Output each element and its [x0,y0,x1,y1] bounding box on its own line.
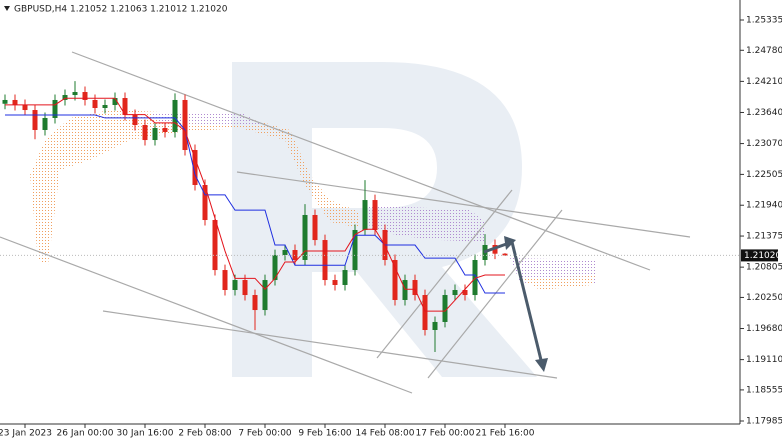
cloud-orange [520,276,595,290]
y-tick-label: 1.18555 [746,385,782,395]
candle-body [302,214,308,260]
trend-line [102,310,558,379]
x-tick-label: 9 Feb 16:00 [298,429,352,439]
candle-body [272,255,278,281]
candle-body [312,214,318,241]
chart-title: GBPUSD,H4 1.21052 1.21063 1.21012 1.2102… [14,5,228,15]
y-tick-label: 1.19680 [746,324,782,334]
candle-body [52,99,58,118]
candle-body [72,92,78,96]
candle-body [392,259,398,300]
candle-body [322,240,328,281]
candle-body [242,280,248,296]
indicator-line [5,97,505,312]
y-tick-label: 1.25335 [746,16,782,26]
candle-body [162,128,168,133]
y-tick-label: 1.20805 [746,263,782,273]
x-tick-label: 21 Feb 16:00 [475,429,534,439]
candle-body [82,92,88,100]
trend-line [71,51,651,271]
y-tick-label: 1.20250 [746,293,782,303]
candle-body [102,105,108,109]
candle-body [2,99,8,104]
candle-body [112,98,118,106]
y-tick-label: 1.23070 [746,139,782,149]
y-tick-label: 1.24780 [746,46,782,56]
candle-body [92,99,98,109]
candle-body [472,259,478,296]
forecast-arrow [483,236,548,372]
candle-body [502,253,508,256]
candle-body [182,99,188,151]
x-tick-label: 26 Jan 00:00 [57,429,114,439]
menu-triangle [4,6,10,11]
candle-body [42,117,48,130]
candle-body [192,150,198,185]
arrow-head [535,358,548,372]
candle-body [22,105,28,111]
candle-body [232,280,238,291]
x-tick-label: 14 Feb 08:00 [355,429,414,439]
candle-body [12,99,18,106]
trend-line [427,209,563,379]
x-tick-label: 30 Jan 16:00 [117,429,174,439]
y-tick-label: 1.19110 [746,355,782,365]
candle-body [402,280,408,300]
candle-body [442,295,448,322]
candle-body [282,250,288,256]
cloud-purple [365,205,485,242]
y-tick-label: 1.24210 [746,77,782,87]
candle-body [372,200,378,230]
candle-body [342,270,348,285]
trend-line [0,236,413,394]
candle-body [262,280,268,311]
cloud-orange [30,110,360,265]
x-tick-label: 23 Jan 2023 [0,429,52,439]
ichimoku-cloud [30,110,595,290]
last-price-label: 1.21020 [744,251,781,261]
candle-body [122,98,128,115]
candle-body [32,110,38,130]
y-tick-label: 1.21940 [746,201,782,211]
x-tick-label: 17 Feb 00:00 [415,429,474,439]
candle-body [252,295,258,311]
candle-body [212,220,218,271]
trend-lines [0,51,691,394]
x-tick-label: 2 Feb 08:00 [178,429,232,439]
y-tick-label: 1.22505 [746,170,782,180]
candle-body [202,184,208,221]
y-tick-label: 1.21375 [746,232,782,242]
candle-body [172,99,178,133]
x-tick-label: 7 Feb 00:00 [238,429,292,439]
candle-body [362,200,368,230]
trend-line [236,171,691,238]
candle-body [152,128,158,141]
candle-body [422,295,428,330]
candle-body [222,270,228,291]
candle-body [412,280,418,296]
candle-body [452,290,458,296]
candle-body [132,114,138,126]
candle-body [62,95,68,100]
candle-body [352,229,358,271]
candle-body [432,321,438,330]
y-tick-label: 1.23640 [746,108,782,118]
candle-body [142,125,148,141]
candle-body [332,280,338,285]
candle-body [462,290,468,296]
trend-line [376,189,513,359]
last-price-box [741,249,778,262]
indicator-line [5,114,505,294]
arrow-head [504,236,516,250]
y-tick-label: 1.17985 [746,417,782,427]
